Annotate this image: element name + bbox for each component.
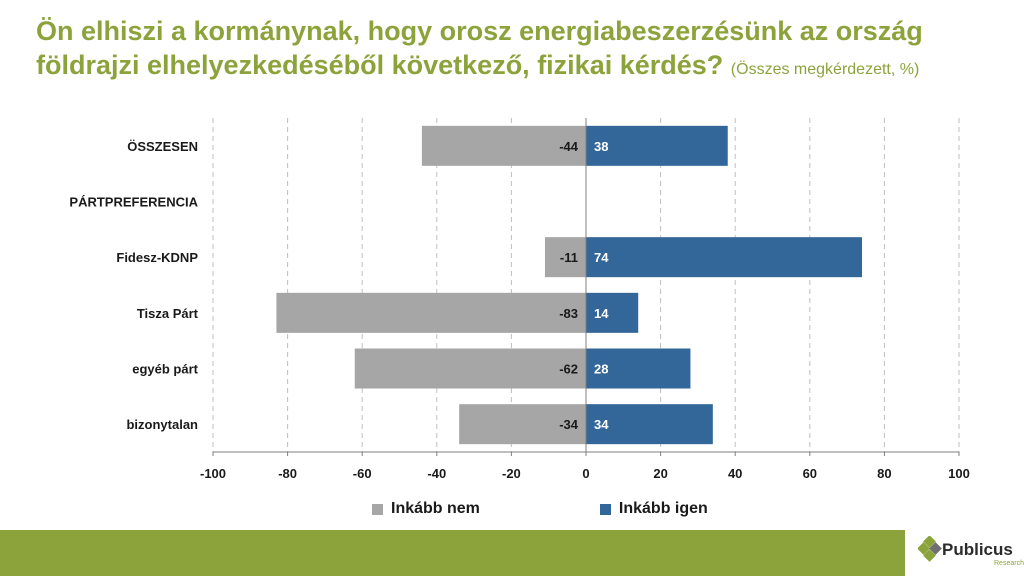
- bar-no: [276, 292, 586, 333]
- bar-no: [459, 404, 586, 445]
- data-label-no: -34: [559, 417, 579, 432]
- publicus-logo: Publicus Research: [917, 535, 1024, 572]
- data-label-yes: 38: [594, 139, 608, 154]
- chart-title-main: Ön elhiszi a kormánynak, hogy orosz ener…: [36, 16, 923, 80]
- legend-swatch-no: [372, 503, 383, 515]
- bar-yes: [586, 348, 691, 389]
- data-label-yes: 28: [594, 362, 608, 377]
- legend-item-yes: Inkább igen: [599, 500, 708, 518]
- data-label-no: -83: [559, 306, 578, 321]
- bar-no: [421, 125, 586, 166]
- footer-band: [0, 530, 905, 576]
- logo-sub: Research: [994, 560, 1024, 567]
- data-label-no: -11: [560, 250, 578, 265]
- data-label-no: -44: [559, 139, 579, 154]
- legend-swatch-yes: [599, 503, 611, 515]
- data-label-yes: 74: [594, 250, 609, 265]
- category-label: Fidesz-KDNP: [116, 250, 198, 265]
- category-label: egyéb párt: [132, 362, 198, 377]
- bar-yes: [586, 125, 728, 166]
- chart-title-note: (Összes megkérdezett, %): [730, 61, 920, 78]
- x-tick-label: -80: [278, 466, 297, 481]
- chart-title: Ön elhiszi a kormánynak, hogy orosz ener…: [36, 14, 996, 87]
- category-label: Tisza Párt: [137, 306, 199, 321]
- data-label-no: -62: [559, 362, 578, 377]
- category-label: bizonytalan: [126, 417, 198, 432]
- x-tick-label: 100: [948, 466, 970, 481]
- legend-item-no: Inkább nem: [372, 500, 480, 518]
- x-tick-label: -20: [502, 466, 521, 481]
- x-tick-label: -100: [200, 466, 226, 481]
- x-tick-label: 20: [653, 466, 667, 481]
- x-tick-label: 80: [877, 466, 891, 481]
- data-label-yes: 34: [594, 417, 609, 432]
- x-tick-label: -60: [353, 466, 372, 481]
- bar-yes: [586, 237, 863, 278]
- bar-yes: [586, 292, 639, 333]
- x-tick-label: -40: [427, 466, 446, 481]
- bar-no: [354, 348, 586, 389]
- chart-legend: Inkább nem Inkább igen: [372, 500, 708, 518]
- category-label: ÖSSZESEN: [127, 139, 198, 154]
- bar-yes: [586, 404, 713, 445]
- legend-label-yes: Inkább igen: [618, 500, 708, 517]
- x-tick-label: 40: [728, 466, 742, 481]
- data-label-yes: 14: [594, 306, 609, 321]
- logo-name: Publicus: [942, 540, 1013, 559]
- x-tick-label: 60: [803, 466, 817, 481]
- category-label: PÁRTPREFERENCIA: [69, 195, 198, 210]
- legend-label-no: Inkább nem: [391, 500, 480, 517]
- publicus-diamond-icon: [917, 535, 942, 562]
- bar-no: [544, 237, 586, 278]
- x-tick-label: 0: [582, 466, 589, 481]
